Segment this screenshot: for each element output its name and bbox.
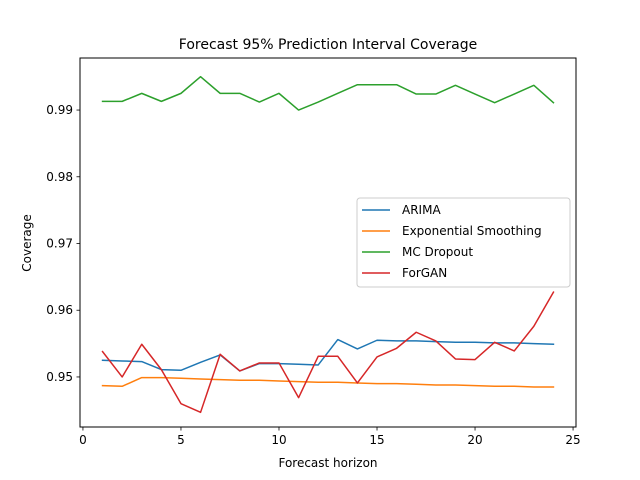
legend-label-forgan: ForGAN	[402, 266, 447, 280]
x-axis-label: Forecast horizon	[278, 456, 377, 470]
chart-title: Forecast 95% Prediction Interval Coverag…	[179, 37, 477, 53]
series-line-exponential-smoothing	[101, 376, 555, 388]
series-line-mc-dropout	[101, 75, 555, 111]
y-tick-label: 0.97	[46, 237, 73, 251]
x-tick-label: 15	[369, 433, 384, 447]
x-axis-ticks: 0 5 10 15 20 25	[79, 427, 581, 447]
legend-box	[356, 197, 571, 288]
x-tick-label: 10	[271, 433, 286, 447]
series-lines	[101, 75, 555, 414]
x-tick-label: 0	[79, 433, 87, 447]
legend-label-mc-dropout: MC Dropout	[402, 245, 473, 259]
x-tick-label: 20	[467, 433, 482, 447]
plot-frame	[79, 57, 577, 428]
series-line-arima	[101, 338, 555, 372]
x-tick-label: 5	[177, 433, 185, 447]
legend: ARIMA Exponential Smoothing MC Dropout ForG…	[356, 197, 571, 288]
y-tick-label: 0.95	[46, 370, 73, 384]
x-tick-label: 25	[565, 433, 580, 447]
series-line-forgan	[101, 291, 555, 414]
y-tick-label: 0.96	[46, 303, 73, 317]
legend-label-arima: ARIMA	[402, 203, 441, 217]
y-tick-label: 0.98	[46, 170, 73, 184]
legend-label-exponential-smoothing: Exponential Smoothing	[402, 224, 542, 238]
y-axis-label: Coverage	[20, 214, 34, 272]
y-tick-label: 0.99	[46, 103, 73, 117]
y-axis-ticks: 0.95 0.96 0.97 0.98 0.99	[46, 103, 80, 384]
